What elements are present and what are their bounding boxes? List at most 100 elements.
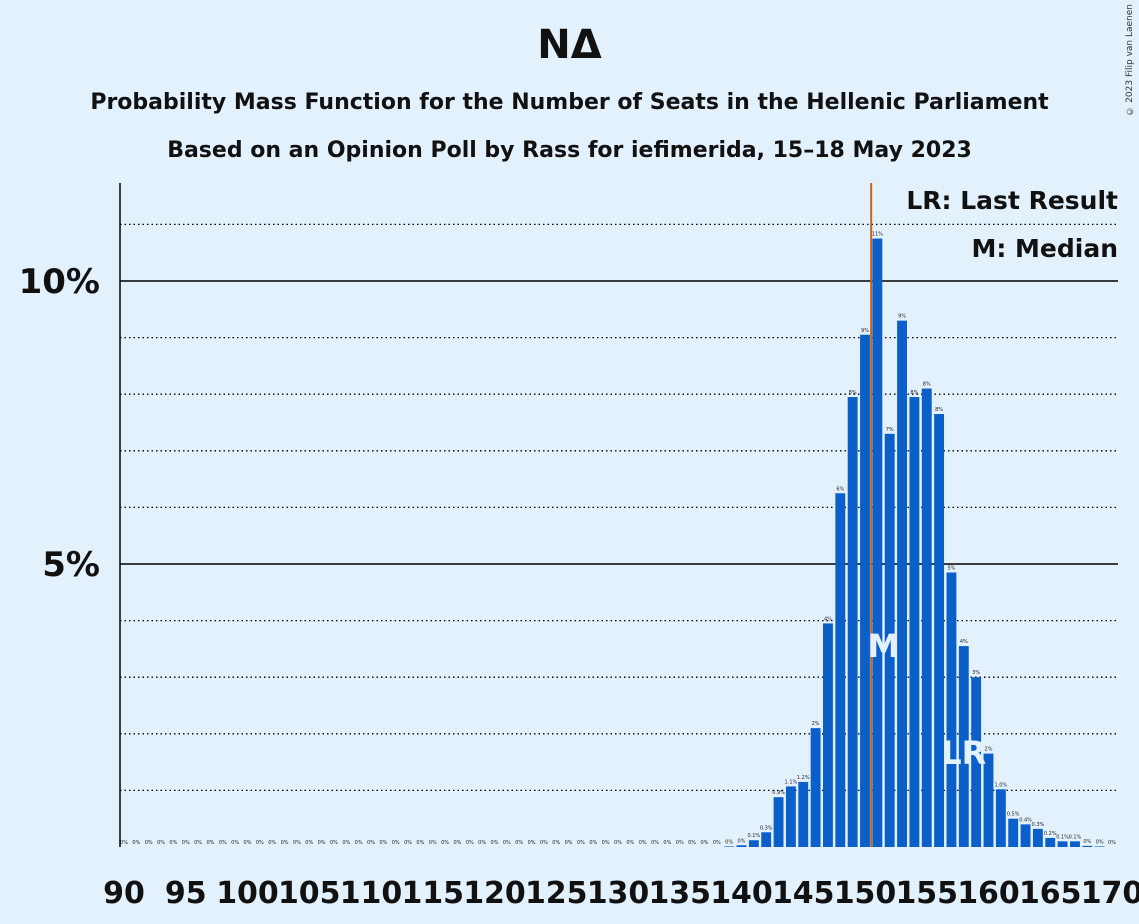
bars-group xyxy=(724,238,1105,848)
bar-label-seat-135: 0% xyxy=(676,840,684,846)
bar-label-seat-144: 1.1% xyxy=(785,779,798,785)
bar-seat-156 xyxy=(934,414,945,847)
x-tick-label: 145 xyxy=(772,876,835,911)
bar-label-seat-95: 0% xyxy=(182,840,190,846)
bar-seat-153 xyxy=(897,320,907,847)
bar-label-seat-163: 0.4% xyxy=(1019,817,1032,823)
bar-label-seat-141: 0.1% xyxy=(747,833,760,839)
x-tick-label: 90 xyxy=(103,876,145,911)
grid-lines xyxy=(120,223,1118,792)
bar-seat-140 xyxy=(736,845,747,847)
bar-label-seat-131: 0% xyxy=(626,840,634,846)
bar-label-seat-167: 0.1% xyxy=(1069,834,1082,840)
bar-label-seat-112: 0% xyxy=(392,840,400,846)
bar-seat-146 xyxy=(810,728,821,847)
bar-label-seat-142: 0.3% xyxy=(760,825,773,831)
bar-seat-163 xyxy=(1020,824,1031,847)
bar-seat-165 xyxy=(1045,837,1056,847)
bar-seat-169 xyxy=(1094,846,1105,847)
median-marker: M xyxy=(868,627,900,665)
bar-label-seat-143: 0.9% xyxy=(772,790,785,796)
bar-label-seat-108: 0% xyxy=(342,840,350,846)
bar-seat-155 xyxy=(921,388,932,847)
last-result-marker: LR xyxy=(941,734,986,772)
bar-label-seat-164: 0.3% xyxy=(1032,822,1045,828)
bar-seat-147 xyxy=(823,623,833,847)
bar-label-seat-158: 4% xyxy=(960,639,968,645)
legend-median: M: Median xyxy=(971,234,1118,263)
x-tick-label: 125 xyxy=(525,876,588,911)
chart-subtitle-method: Probability Mass Function for the Number… xyxy=(90,90,1049,115)
bar-label-seat-97: 0% xyxy=(206,840,214,846)
bar-label-seat-121: 0% xyxy=(503,840,511,846)
bar-label-seat-100: 0% xyxy=(244,840,252,846)
x-tick-label: 130 xyxy=(587,876,650,911)
x-tick-label: 165 xyxy=(1019,876,1082,911)
bar-label-seat-134: 0% xyxy=(663,840,671,846)
bar-label-seat-114: 0% xyxy=(416,840,424,846)
bar-label-seat-166: 0.1% xyxy=(1056,834,1069,840)
bar-label-seat-146: 2% xyxy=(812,721,820,727)
bar-label-seat-157: 5% xyxy=(947,565,955,571)
bar-label-seat-137: 0% xyxy=(700,840,708,846)
bar-seat-152 xyxy=(884,433,895,847)
bar-seat-143 xyxy=(773,797,784,847)
bar-label-seat-169: 0% xyxy=(1096,839,1104,845)
bar-label-seat-92: 0% xyxy=(145,840,153,846)
bar-seat-164 xyxy=(1032,828,1043,847)
bar-label-seat-126: 0% xyxy=(565,840,573,846)
bar-label-seat-127: 0% xyxy=(577,840,585,846)
bar-label-seat-149: 8% xyxy=(849,390,857,396)
bar-label-seat-105: 0% xyxy=(305,840,313,846)
bar-label-seat-147: 4% xyxy=(824,616,832,622)
bar-seat-166 xyxy=(1057,841,1068,847)
bar-label-seat-154: 8% xyxy=(910,390,918,396)
y-tick-label: 10% xyxy=(19,262,100,302)
bar-label-seat-138: 0% xyxy=(713,840,721,846)
bar-label-seat-139: 0% xyxy=(725,839,733,845)
bar-label-seat-98: 0% xyxy=(219,840,227,846)
chart-title: ΝΔ xyxy=(537,22,602,68)
bar-label-seat-99: 0% xyxy=(231,840,239,846)
bar-seat-157 xyxy=(946,572,957,847)
bar-label-seat-104: 0% xyxy=(293,840,301,846)
bar-label-seat-109: 0% xyxy=(355,840,363,846)
bar-label-seat-125: 0% xyxy=(552,840,560,846)
bar-label-seat-156: 8% xyxy=(935,407,943,413)
bar-seat-139 xyxy=(724,846,735,847)
bar-label-seat-133: 0% xyxy=(651,840,659,846)
bar-label-seat-110: 0% xyxy=(367,840,375,846)
bar-label-seat-145: 1.2% xyxy=(797,775,810,781)
bar-seat-162 xyxy=(1008,818,1019,847)
bar-label-seat-96: 0% xyxy=(194,840,202,846)
bar-seat-141 xyxy=(748,840,759,847)
bar-label-seat-152: 7% xyxy=(886,427,894,433)
bar-label-seat-136: 0% xyxy=(688,840,696,846)
x-tick-label: 95 xyxy=(165,876,207,911)
bar-seat-167 xyxy=(1070,841,1080,847)
bar-label-seat-160: 2% xyxy=(985,747,993,753)
y-tick-label: 5% xyxy=(42,545,100,585)
bar-label-seat-90: 0% xyxy=(120,840,128,846)
bar-seat-144 xyxy=(785,786,796,847)
bar-label-seat-165: 0.2% xyxy=(1044,831,1057,837)
bar-seat-145 xyxy=(798,781,809,847)
bar-label-seat-151: 11% xyxy=(872,232,883,238)
x-tick-label: 100 xyxy=(216,876,279,911)
bar-label-seat-168: 0% xyxy=(1083,839,1091,845)
x-tick-label: 160 xyxy=(957,876,1020,911)
x-tick-label: 150 xyxy=(834,876,897,911)
bar-label-seat-113: 0% xyxy=(404,840,412,846)
bar-seat-158 xyxy=(958,646,969,847)
x-tick-label: 170 xyxy=(1081,876,1139,911)
bar-label-seat-155: 8% xyxy=(923,382,931,388)
bar-label-seat-94: 0% xyxy=(169,840,177,846)
bar-label-seat-115: 0% xyxy=(429,840,437,846)
bar-label-seat-129: 0% xyxy=(602,840,610,846)
x-tick-label: 105 xyxy=(278,876,341,911)
bar-label-seat-161: 1.0% xyxy=(994,782,1007,788)
x-tick-labels: 90 95 100 105 110 115 120 125 130 135 140 145 150 155… xyxy=(103,876,1139,911)
bar-seat-159 xyxy=(971,677,982,847)
bar-label-seat-111: 0% xyxy=(379,840,387,846)
